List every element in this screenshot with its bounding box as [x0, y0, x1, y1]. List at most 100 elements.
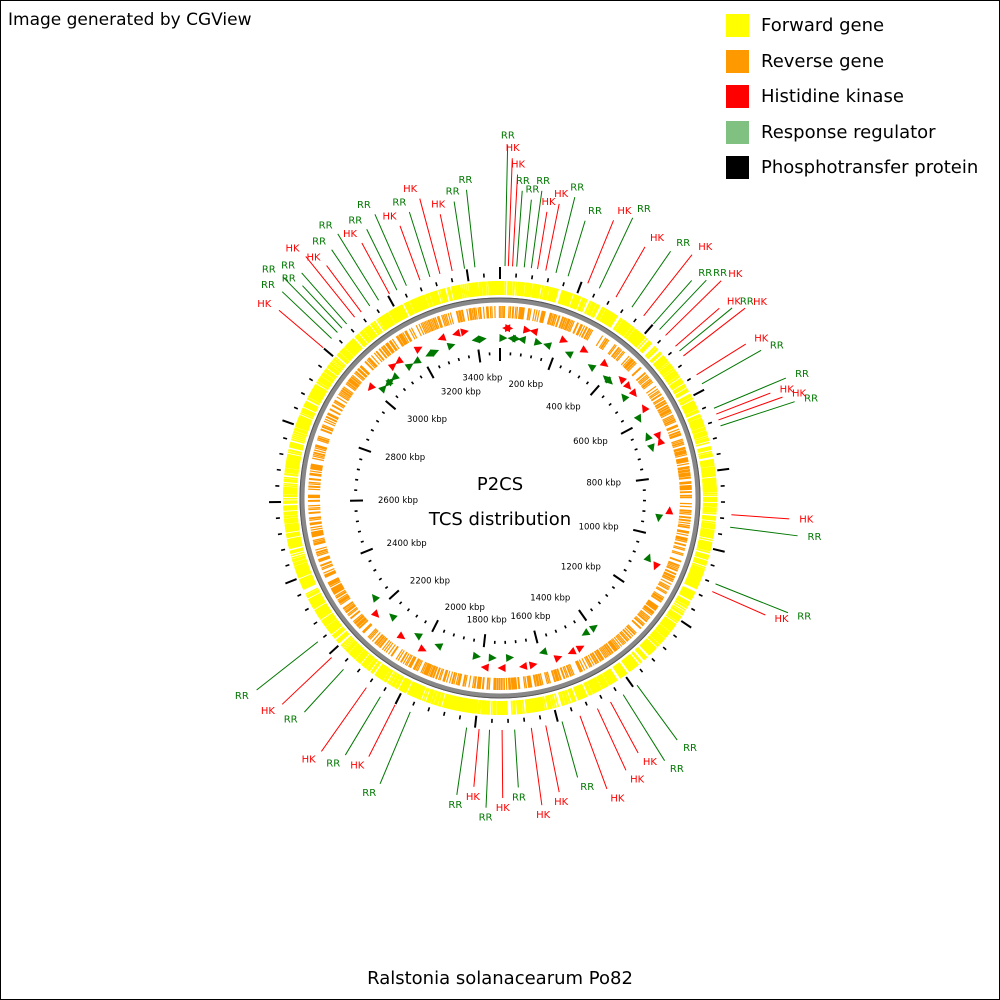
forward-gene — [321, 372, 335, 383]
forward-gene — [702, 504, 717, 508]
inner-tick — [630, 438, 634, 442]
forward-gene — [295, 566, 310, 573]
reverse-gene — [404, 654, 412, 666]
forward-gene — [595, 306, 604, 320]
outer-tick — [693, 388, 705, 397]
reverse-gene — [342, 387, 353, 396]
forward-gene — [621, 659, 632, 672]
reverse-gene — [443, 669, 448, 682]
reverse-gene — [346, 381, 358, 390]
reverse-gene — [320, 429, 333, 435]
reverse-gene — [318, 435, 330, 441]
forward-gene — [406, 681, 415, 695]
reverse-gene — [507, 306, 510, 319]
forward-gene — [694, 435, 709, 442]
hk-callout-label: HK — [727, 297, 742, 308]
rr-callout-line — [701, 349, 762, 385]
reverse-gene — [509, 306, 512, 319]
forward-gene — [416, 685, 424, 699]
reverse-gene — [310, 465, 323, 469]
reverse-gene — [473, 307, 477, 320]
inner-tick — [472, 638, 476, 642]
reverse-gene — [308, 483, 321, 486]
forward-gene — [613, 318, 623, 331]
inner-tick — [373, 568, 377, 572]
reverse-gene — [662, 573, 675, 581]
hk-callout-line — [683, 307, 746, 357]
reverse-gene — [350, 376, 361, 386]
forward-gene — [287, 453, 302, 459]
forward-gene — [517, 700, 521, 715]
hk-callout-line — [545, 725, 560, 793]
reverse-gene — [321, 564, 334, 571]
forward-gene — [641, 642, 653, 654]
reverse-gene — [340, 597, 351, 606]
reverse-gene — [434, 317, 440, 329]
forward-gene — [332, 358, 345, 369]
forward-gene — [640, 643, 652, 655]
forward-gene — [693, 558, 708, 564]
forward-gene — [698, 450, 713, 456]
forward-gene — [400, 304, 409, 318]
forward-gene — [394, 307, 403, 321]
forward-gene — [336, 353, 349, 365]
reverse-gene — [310, 463, 323, 467]
forward-gene — [612, 666, 622, 679]
inner-tick — [623, 568, 627, 572]
forward-gene — [344, 639, 356, 651]
forward-gene — [684, 407, 698, 415]
forward-gene — [312, 386, 326, 396]
hk-callout-line — [473, 729, 480, 787]
rr-callout-label: RR — [326, 759, 340, 770]
forward-gene — [433, 691, 440, 706]
reverse-gene — [679, 481, 692, 484]
rr-callout-line — [453, 201, 466, 269]
reverse-gene — [587, 654, 595, 666]
forward-gene — [637, 337, 648, 350]
rr-callout-label: RR — [588, 206, 602, 217]
forward-gene — [664, 371, 678, 381]
forward-gene — [382, 314, 392, 328]
outer-tick — [698, 593, 703, 597]
reverse-gene — [608, 640, 617, 652]
outer-tick — [667, 351, 673, 356]
forward-gene — [542, 696, 548, 711]
reverse-gene — [315, 548, 328, 554]
forward-gene — [360, 653, 372, 666]
reverse-gene — [379, 638, 388, 649]
forward-gene — [441, 693, 448, 708]
reverse-gene — [383, 344, 392, 356]
reverse-gene — [541, 311, 546, 324]
rr-callout-label: RR — [282, 273, 296, 284]
reverse-gene — [651, 393, 662, 402]
reverse-gene — [321, 425, 334, 432]
reverse-gene — [487, 306, 490, 319]
reverse-gene — [648, 390, 660, 398]
forward-gene — [580, 298, 588, 313]
forward-gene — [466, 283, 470, 298]
reverse-gene — [551, 314, 557, 326]
reverse-gene — [550, 670, 556, 683]
rr-callout-label: RR — [713, 268, 727, 279]
reverse-gene — [427, 664, 434, 677]
reverse-gene — [677, 525, 690, 529]
rr-callout-label: RR — [261, 280, 275, 291]
outer-tick — [546, 278, 550, 283]
forward-gene — [647, 636, 659, 648]
reverse-gene — [679, 484, 692, 487]
reverse-gene — [678, 469, 691, 473]
reverse-gene — [313, 541, 326, 546]
reverse-gene — [448, 671, 454, 684]
tick-label: 1800 kbp — [467, 615, 507, 625]
rr-callout-label: RR — [362, 788, 376, 799]
reverse-gene — [668, 560, 680, 567]
reverse-gene — [481, 677, 485, 690]
forward-gene — [569, 688, 576, 702]
reverse-gene — [328, 579, 341, 587]
forward-gene — [460, 697, 465, 712]
reverse-gene — [308, 508, 321, 511]
forward-gene — [603, 311, 613, 325]
forward-gene — [328, 622, 341, 633]
reverse-gene — [312, 455, 325, 460]
rr-callout-line — [337, 233, 380, 301]
